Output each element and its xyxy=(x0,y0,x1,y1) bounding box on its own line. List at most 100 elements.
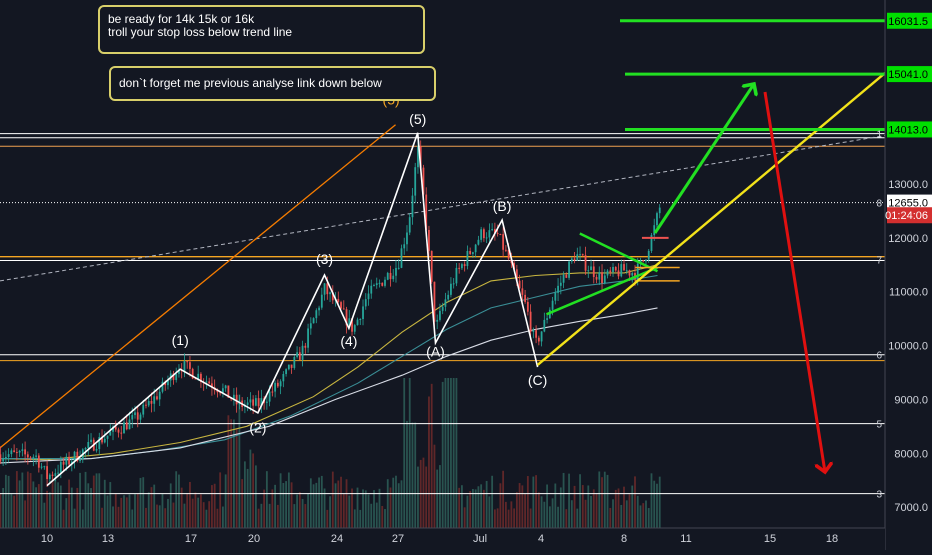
candle-body xyxy=(658,207,661,214)
volume-bar xyxy=(326,509,329,528)
candle-body xyxy=(153,396,156,404)
volume-bar xyxy=(408,378,411,528)
candle-body xyxy=(279,381,282,387)
candle-body xyxy=(477,239,480,245)
candle-body xyxy=(323,283,326,295)
volume-bar xyxy=(532,476,535,528)
volume-bar xyxy=(606,474,609,528)
volume-bar xyxy=(612,499,614,528)
candle-body xyxy=(142,404,145,415)
volume-bar xyxy=(271,489,274,528)
volume-bar xyxy=(543,501,546,528)
candle-body xyxy=(496,232,499,235)
candle-body xyxy=(422,167,425,195)
candle-body xyxy=(219,392,222,394)
volume-bar xyxy=(590,495,592,528)
volume-bar xyxy=(444,378,447,528)
volume-bar xyxy=(565,509,568,528)
volume-bar xyxy=(417,466,419,528)
volume-bar xyxy=(389,487,392,528)
date-tick-7: Jul xyxy=(473,533,487,545)
annotation-link[interactable]: don`t forget me previous analyse link do… xyxy=(109,66,436,101)
candle-body xyxy=(136,412,139,420)
candle-body xyxy=(164,381,167,386)
volume-bar xyxy=(26,471,29,528)
volume-bar xyxy=(320,475,323,528)
volume-bar xyxy=(318,477,320,528)
candle-body xyxy=(526,301,529,312)
orange-trendline xyxy=(0,124,396,449)
candle-body xyxy=(68,456,70,465)
volume-bar xyxy=(35,487,37,528)
date-axis[interactable] xyxy=(0,528,885,550)
annotation-targets-line-2: troll your stop loss below trend line xyxy=(108,25,293,39)
candle-body xyxy=(276,382,279,387)
candle-body xyxy=(499,234,502,236)
candle-body xyxy=(642,260,645,262)
candle-body xyxy=(43,466,46,468)
volume-bar xyxy=(112,506,114,528)
volume-bar xyxy=(411,422,414,528)
candle-body xyxy=(620,264,623,277)
candle-body xyxy=(598,272,601,280)
volume-bar xyxy=(656,483,658,528)
candle-body xyxy=(485,237,488,239)
volume-bar xyxy=(362,489,364,528)
candle-body xyxy=(345,309,348,326)
candle-body xyxy=(433,281,436,322)
volume-bar xyxy=(491,475,494,528)
volume-bar xyxy=(477,486,480,528)
candle-body xyxy=(595,276,598,280)
volume-bar xyxy=(189,481,191,528)
candle-body xyxy=(491,229,494,231)
bullish-arrow xyxy=(653,84,754,234)
candle-body xyxy=(252,399,255,406)
volume-bar xyxy=(480,484,483,528)
candle-body xyxy=(576,254,579,261)
candle-body xyxy=(529,311,532,332)
volume-bar xyxy=(513,508,516,528)
volume-bar xyxy=(208,501,211,528)
candle-body xyxy=(167,380,169,386)
volume-bar xyxy=(573,485,576,528)
date-tick-5: 24 xyxy=(331,533,343,545)
price-tag-box-3 xyxy=(887,121,932,138)
volume-bar xyxy=(117,506,120,528)
candle-body xyxy=(235,394,238,405)
price-axis[interactable] xyxy=(885,0,932,550)
volume-bar xyxy=(428,396,430,528)
candle-body xyxy=(656,213,658,226)
candle-body xyxy=(10,450,13,455)
date-tick-3: 17 xyxy=(185,533,197,545)
candle-body xyxy=(515,269,518,281)
volume-bar xyxy=(587,485,590,528)
volume-bar xyxy=(312,484,315,528)
annotation-targets[interactable]: be ready for 14k 15k or 16k troll your s… xyxy=(98,5,425,54)
price-tick-6: 8000.0 xyxy=(894,448,928,460)
date-tick-11: 15 xyxy=(764,533,776,545)
candle-body xyxy=(502,234,505,250)
candle-body xyxy=(18,450,21,453)
volume-bar xyxy=(345,479,348,528)
triangle-lower-line xyxy=(546,266,658,316)
volume-bar xyxy=(439,465,441,528)
candle-body xyxy=(117,429,120,433)
volume-bar xyxy=(425,466,428,528)
candle-body xyxy=(123,422,125,434)
volume-bar xyxy=(463,507,466,528)
candle-body xyxy=(472,252,474,254)
volume-bar xyxy=(466,495,469,528)
candle-body xyxy=(488,230,491,238)
candle-body xyxy=(208,381,211,384)
candle-body xyxy=(222,388,224,394)
candle-body xyxy=(79,459,81,462)
volume-bar xyxy=(98,473,101,528)
candle-body xyxy=(293,356,296,368)
candle-body xyxy=(373,285,375,287)
volume-bar xyxy=(521,485,524,528)
volume-bar xyxy=(406,420,408,528)
candle-body xyxy=(367,293,370,300)
volume-bar xyxy=(211,485,213,528)
